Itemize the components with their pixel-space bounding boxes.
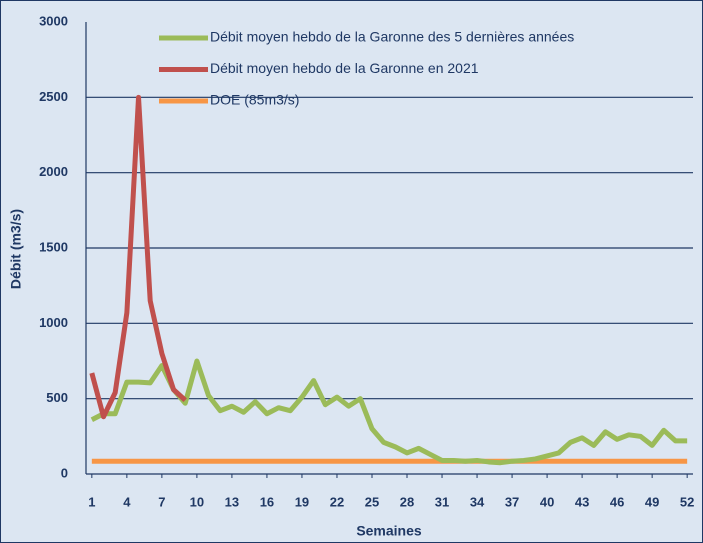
- x-axis-title: Semaines: [356, 523, 422, 539]
- y-tick-label: 0: [61, 465, 68, 480]
- x-tick-label: 31: [435, 494, 449, 509]
- y-tick-label: 1000: [39, 315, 68, 330]
- x-tick-label: 4: [123, 494, 131, 509]
- y-tick-label: 3000: [39, 13, 68, 28]
- x-tick-label: 13: [225, 494, 239, 509]
- y-tick-label: 500: [46, 390, 68, 405]
- x-tick-label: 43: [575, 494, 589, 509]
- series-line: [90, 358, 688, 466]
- legend-label: DOE (85m3/s): [210, 92, 299, 108]
- y-tick-label: 2500: [39, 89, 68, 104]
- x-tick-label: 22: [330, 494, 344, 509]
- x-tick-label: 52: [680, 494, 694, 509]
- series-line: [89, 94, 187, 420]
- legend-label: Débit moyen hebdo de la Garonne en 2021: [210, 60, 479, 76]
- x-tick-label: 40: [540, 494, 554, 509]
- x-tick-label: 7: [158, 494, 165, 509]
- x-tick-label: 25: [365, 494, 379, 509]
- legend-label: Débit moyen hebdo de la Garonne des 5 de…: [210, 29, 574, 45]
- x-tick-label: 1: [88, 494, 95, 509]
- x-tick-label: 34: [470, 494, 485, 509]
- x-tick-label: 46: [610, 494, 624, 509]
- y-tick-label: 1500: [39, 239, 68, 254]
- y-axis-title: Débit (m3/s): [8, 209, 24, 289]
- x-tick-label: 49: [645, 494, 659, 509]
- x-tick-label: 16: [260, 494, 274, 509]
- x-tick-label: 10: [190, 494, 204, 509]
- x-tick-label: 37: [505, 494, 519, 509]
- x-tick-label: 28: [400, 494, 414, 509]
- x-tick-label: 19: [295, 494, 309, 509]
- y-tick-label: 2000: [39, 164, 68, 179]
